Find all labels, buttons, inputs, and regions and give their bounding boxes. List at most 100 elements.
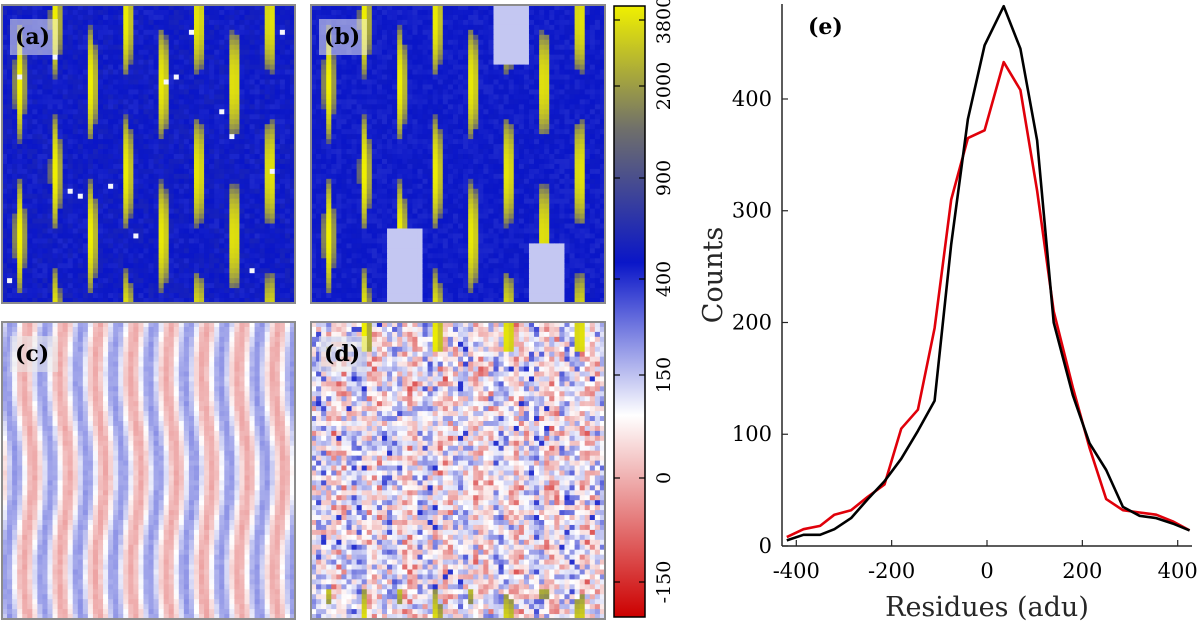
heatmap-cell xyxy=(259,288,266,294)
heatmap-cell xyxy=(579,14,586,21)
heatmap-cell xyxy=(508,84,515,91)
heatmap-cell xyxy=(447,69,454,76)
heatmap-cell xyxy=(518,119,525,125)
heatmap-cell xyxy=(417,114,424,120)
heatmap-cell xyxy=(493,119,500,125)
heatmap-cell xyxy=(554,99,560,105)
heatmap-cell xyxy=(321,124,327,130)
heatmap-cell xyxy=(316,89,322,95)
heatmap-cell xyxy=(153,203,160,210)
heatmap-cell xyxy=(321,114,327,120)
heatmap-cell xyxy=(259,198,266,205)
heatmap-cell xyxy=(316,94,322,100)
heatmap-cell xyxy=(239,49,246,56)
heatmap-cell xyxy=(32,99,38,105)
heatmap-cell xyxy=(67,134,74,140)
heatmap-cell xyxy=(193,64,200,71)
heatmap-cell xyxy=(224,99,230,105)
heatmap-cell xyxy=(437,119,444,125)
heatmap-cell xyxy=(539,54,545,61)
heatmap-cell xyxy=(47,9,54,16)
heatmap-cell xyxy=(7,39,13,46)
heatmap-cell xyxy=(12,134,18,140)
heatmap-cell xyxy=(82,248,89,254)
heatmap-cell xyxy=(412,59,419,66)
heatmap-cell xyxy=(153,168,160,175)
heatmap-cell xyxy=(331,114,337,120)
heatmap-cell xyxy=(168,268,175,274)
heatmap-cell xyxy=(289,139,296,145)
heatmap-cell xyxy=(168,228,175,235)
heatmap-cell xyxy=(341,94,348,100)
heatmap-cell xyxy=(193,263,200,269)
heatmap-cell xyxy=(183,203,190,210)
heatmap-cell xyxy=(427,84,434,91)
heatmap-cell xyxy=(168,298,175,304)
heatmap-panels: (a) (b)(c) (d) xyxy=(1,4,606,620)
heatmap-cell xyxy=(493,84,500,91)
heatmap-cell xyxy=(57,263,64,269)
heatmap-cell xyxy=(108,168,114,175)
heatmap-cell xyxy=(244,69,251,76)
heatmap-cell xyxy=(331,59,337,66)
heatmap-cell xyxy=(244,144,251,150)
heatmap-cell xyxy=(199,29,205,36)
heatmap-cell xyxy=(17,243,23,249)
heatmap-cell xyxy=(37,228,44,235)
heatmap-cell xyxy=(422,5,429,11)
heatmap-cell xyxy=(2,178,8,185)
heatmap-cell xyxy=(67,94,74,100)
heatmap-cell xyxy=(463,64,469,71)
heatmap-cell xyxy=(244,253,251,259)
heatmap-cell xyxy=(311,129,317,135)
heatmap-cell xyxy=(422,9,429,16)
heatmap-cell xyxy=(178,163,185,170)
heatmap-cell xyxy=(168,24,175,31)
heatmap-cell xyxy=(113,198,119,205)
heatmap-cell xyxy=(27,5,33,11)
heatmap-cell xyxy=(366,124,373,130)
heatmap-cell xyxy=(468,109,474,115)
heatmap-cell xyxy=(168,218,175,225)
heatmap-cell xyxy=(92,238,99,244)
heatmap-cell xyxy=(549,59,555,66)
heatmap-cell xyxy=(92,5,99,11)
heatmap-cell xyxy=(153,79,160,86)
heatmap-cell xyxy=(163,104,170,110)
heatmap-cell xyxy=(72,163,79,170)
heatmap-cell xyxy=(279,293,286,299)
heatmap-cell xyxy=(138,129,145,135)
heatmap-cell xyxy=(47,263,54,269)
heatmap-cell xyxy=(544,49,550,56)
heatmap-cell xyxy=(341,74,348,81)
heatmap-cell xyxy=(229,19,235,26)
heatmap-cell xyxy=(366,129,373,135)
heatmap-cell xyxy=(279,39,286,46)
heatmap-cell xyxy=(209,84,215,91)
heatmap-cell xyxy=(244,203,251,210)
heatmap-cell xyxy=(244,263,251,269)
heatmap-cell xyxy=(503,54,510,61)
heatmap-cell xyxy=(244,173,251,180)
heatmap-cell xyxy=(284,74,291,81)
heatmap-cell xyxy=(579,9,586,16)
heatmap-cell xyxy=(269,79,276,86)
heatmap-cell xyxy=(254,59,261,66)
heatmap-cell xyxy=(178,64,185,71)
heatmap-cell xyxy=(331,79,337,86)
heatmap-cell xyxy=(67,213,74,220)
heatmap-cell xyxy=(32,278,38,284)
heatmap-cell xyxy=(77,124,84,130)
heatmap-cell xyxy=(123,173,129,180)
heatmap-cell xyxy=(143,213,150,220)
heatmap-cell xyxy=(239,14,246,21)
heatmap-cell xyxy=(32,183,38,190)
heatmap-cell xyxy=(108,119,114,125)
heatmap-cell xyxy=(513,64,520,71)
heatmap-cell xyxy=(148,223,155,230)
heatmap-cell xyxy=(77,198,84,205)
heatmap-cell xyxy=(92,253,99,259)
heatmap-cell xyxy=(279,173,286,180)
heatmap-cell xyxy=(103,114,109,120)
heatmap-cell xyxy=(153,114,160,120)
